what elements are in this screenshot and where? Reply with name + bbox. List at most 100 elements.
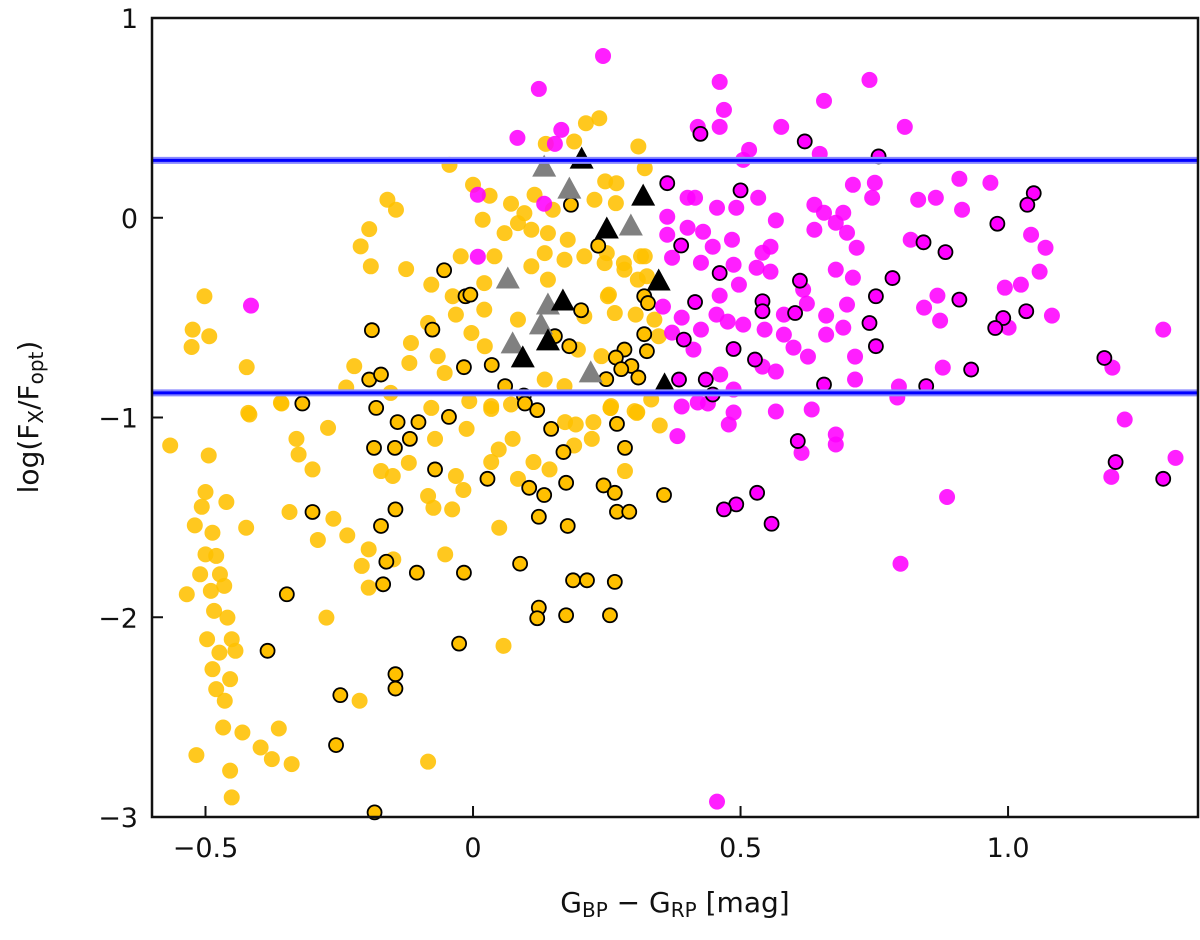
data-point <box>1018 303 1035 320</box>
data-point <box>539 271 556 288</box>
data-point <box>360 579 377 596</box>
data-point <box>263 751 280 768</box>
data-point <box>521 479 538 496</box>
data-point <box>352 238 369 255</box>
data-point <box>216 692 233 709</box>
data-point <box>711 118 728 135</box>
data-point <box>351 692 368 709</box>
data-point <box>304 461 321 478</box>
data-point <box>565 572 581 589</box>
data-point <box>709 199 726 216</box>
data-point <box>447 468 464 485</box>
data-point <box>509 215 526 232</box>
data-point <box>447 306 464 323</box>
data-point <box>529 402 546 419</box>
data-point <box>787 305 804 321</box>
data-point <box>469 186 486 203</box>
data-point <box>982 174 999 191</box>
data-point <box>754 244 771 261</box>
data-point <box>720 416 737 433</box>
data-point <box>193 498 210 515</box>
data-point <box>503 195 520 212</box>
data-point-triangle <box>594 216 619 239</box>
data-point <box>844 269 861 286</box>
data-point <box>573 302 590 319</box>
data-point <box>192 566 209 583</box>
data-point <box>178 586 195 603</box>
data-point <box>767 403 784 420</box>
x-label-unit: [mag] <box>697 886 790 919</box>
data-point <box>294 395 311 412</box>
data-point <box>444 288 461 305</box>
data-point <box>607 195 624 212</box>
data-point-triangle <box>652 372 677 395</box>
data-point <box>590 237 607 254</box>
data-point-triangle <box>631 183 656 206</box>
x-label-sub-bp: BP <box>582 898 608 922</box>
data-point <box>608 175 625 192</box>
data-point <box>436 364 453 381</box>
data-point <box>711 265 728 281</box>
data-point <box>664 324 681 341</box>
data-point <box>486 248 503 265</box>
data-point <box>437 546 454 563</box>
data-point <box>728 199 745 216</box>
data-point <box>427 430 444 447</box>
data-point-triangle <box>550 288 575 311</box>
data-point-triangle <box>535 328 560 351</box>
data-point <box>785 339 802 356</box>
data-point <box>617 439 633 456</box>
data-point <box>996 279 1013 296</box>
data-point <box>806 221 823 238</box>
data-point <box>818 326 835 343</box>
data-point <box>536 195 553 212</box>
data-point <box>576 248 593 265</box>
data-point-triangle <box>557 176 582 199</box>
data-point <box>503 396 520 413</box>
data-point <box>387 680 404 697</box>
data-point <box>1103 468 1120 485</box>
data-point <box>735 316 752 333</box>
data-point <box>206 602 223 619</box>
series-2 <box>242 47 1184 810</box>
data-point <box>318 609 335 626</box>
data-point <box>796 133 813 150</box>
data-point <box>646 311 663 328</box>
data-point <box>712 366 729 383</box>
y-label-sub-x: X <box>24 410 48 424</box>
data-point <box>400 454 417 471</box>
data-point <box>536 487 553 503</box>
data-point <box>868 338 884 355</box>
data-point <box>650 328 667 345</box>
data-point <box>715 101 732 118</box>
data-point <box>339 527 356 544</box>
data-point <box>495 637 512 654</box>
data-point <box>222 762 239 779</box>
data-point <box>320 419 337 436</box>
data-point <box>868 288 884 305</box>
data-point <box>748 259 765 276</box>
data-point <box>536 371 553 388</box>
data-point <box>963 361 980 378</box>
data-point <box>910 191 927 208</box>
data-point <box>654 298 671 315</box>
data-point <box>915 234 932 251</box>
data-point <box>461 393 478 410</box>
data-point <box>387 201 404 218</box>
data-point <box>378 553 395 570</box>
data-point <box>630 369 647 386</box>
data-point <box>441 409 457 425</box>
data-point <box>483 400 500 417</box>
data-point <box>595 47 612 64</box>
data-point <box>636 326 653 343</box>
y-tick-label: 0 <box>121 204 138 235</box>
data-point <box>281 503 298 520</box>
data-point <box>186 517 203 534</box>
data-point <box>954 201 971 218</box>
data-point <box>332 687 349 704</box>
data-point <box>1019 196 1036 213</box>
data-point <box>539 225 556 242</box>
data-point <box>630 138 647 155</box>
data-point <box>902 231 919 248</box>
data-point-triangle <box>500 331 525 354</box>
